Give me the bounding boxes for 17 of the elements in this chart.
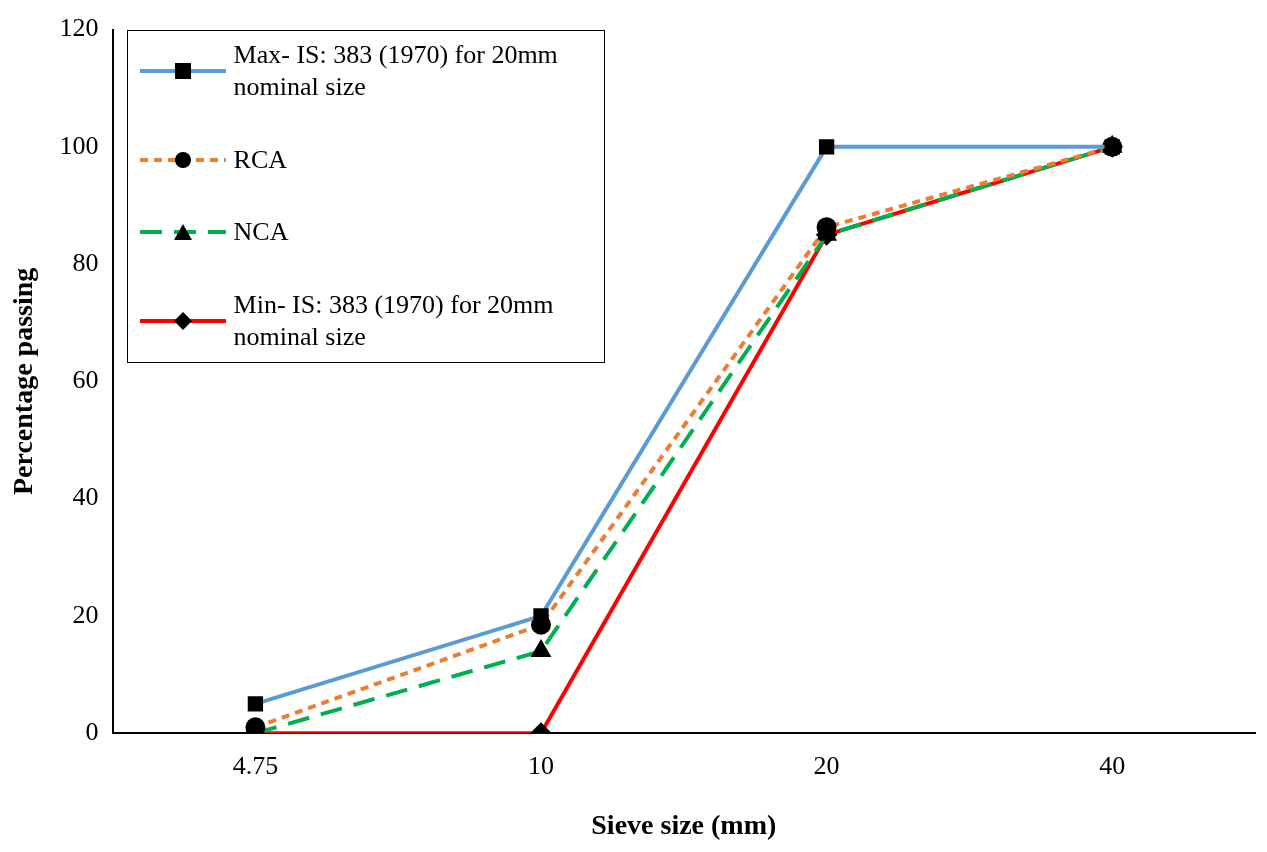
x-tick-label: 20 (813, 750, 840, 780)
legend-label: RCA (233, 143, 288, 176)
y-tick-label: 40 (72, 482, 99, 512)
x-axis-title: Sieve size (mm) (591, 809, 777, 841)
legend-label: Max- IS: 383 (1970) for 20mm nominal size (233, 38, 559, 104)
y-tick-label: 60 (72, 365, 99, 395)
legend-label: NCA (233, 216, 289, 249)
legend-label: Min- IS: 383 (1970) for 20mm nominal size (233, 288, 555, 354)
y-tick-label: 0 (85, 717, 99, 747)
x-tick-label: 40 (1099, 750, 1126, 780)
x-tick-label: 10 (528, 750, 554, 780)
y-tick-label: 120 (59, 13, 99, 43)
y-tick-label: 20 (72, 599, 99, 629)
y-tick-label: 100 (59, 130, 99, 160)
y-tick-label: 80 (72, 247, 99, 277)
x-tick-label: 4.75 (232, 750, 279, 780)
y-axis-title: Percentage passing (7, 267, 39, 496)
